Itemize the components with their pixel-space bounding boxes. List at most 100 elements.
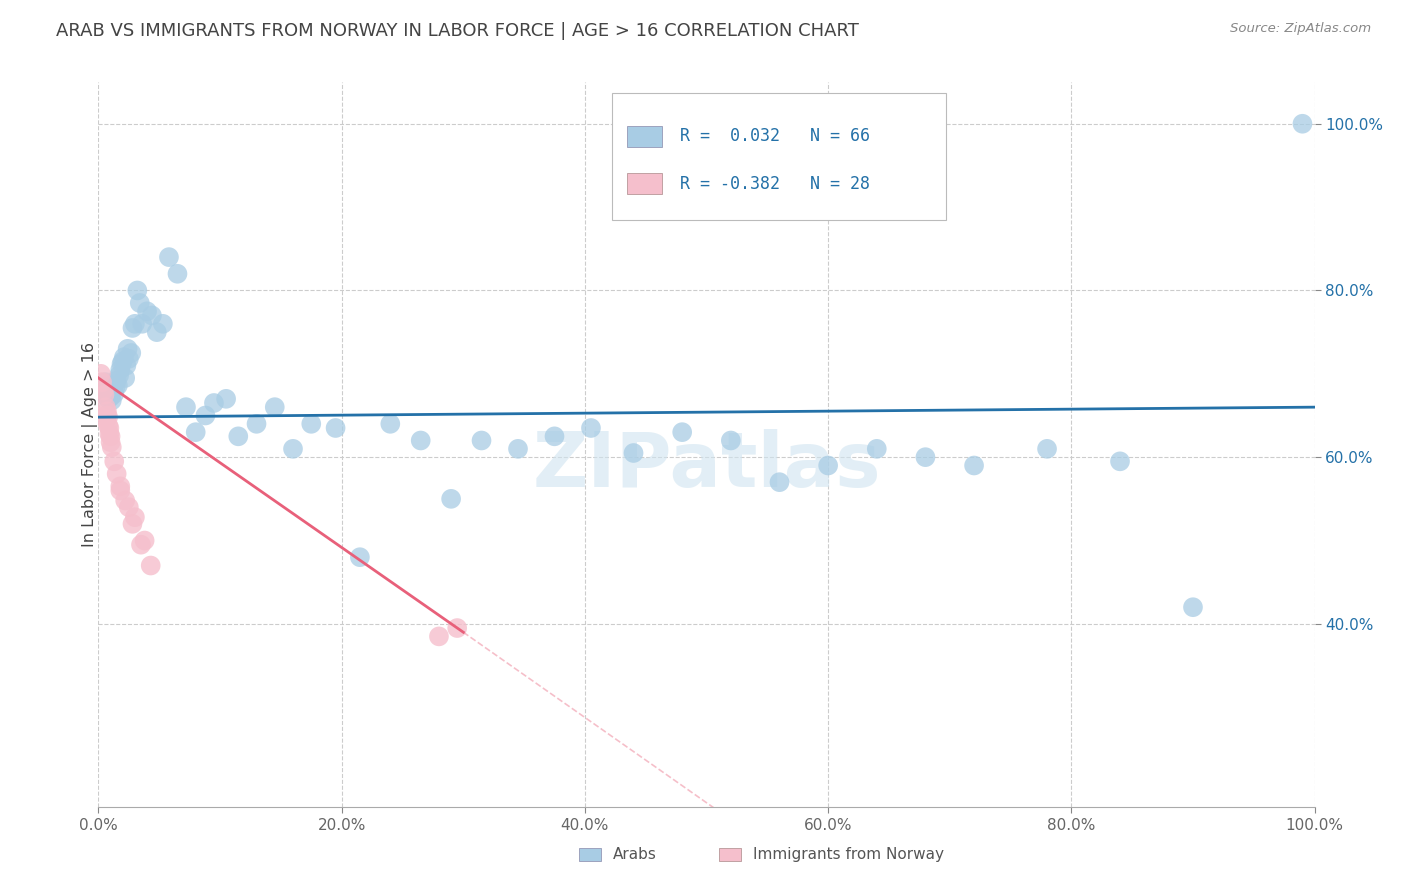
Point bbox=[157, 250, 180, 264]
FancyBboxPatch shape bbox=[627, 127, 661, 146]
Point bbox=[152, 317, 174, 331]
Point bbox=[245, 417, 267, 431]
Point bbox=[325, 421, 347, 435]
Point bbox=[98, 385, 121, 400]
Point bbox=[446, 621, 468, 635]
Point bbox=[963, 458, 986, 473]
Point bbox=[470, 434, 492, 448]
Point bbox=[671, 425, 693, 439]
Point bbox=[121, 516, 143, 531]
Point bbox=[184, 425, 207, 439]
Point bbox=[263, 400, 285, 414]
Point bbox=[131, 317, 153, 331]
Point bbox=[96, 404, 118, 418]
Point bbox=[96, 384, 118, 398]
Text: ARAB VS IMMIGRANTS FROM NORWAY IN LABOR FORCE | AGE > 16 CORRELATION CHART: ARAB VS IMMIGRANTS FROM NORWAY IN LABOR … bbox=[56, 22, 859, 40]
Point bbox=[118, 500, 141, 515]
Point bbox=[108, 368, 131, 383]
Point bbox=[91, 379, 114, 393]
Point bbox=[101, 440, 124, 454]
Point bbox=[623, 446, 645, 460]
Point bbox=[101, 393, 124, 408]
Point bbox=[100, 429, 122, 443]
Point bbox=[104, 380, 127, 394]
Point bbox=[129, 538, 152, 552]
Point bbox=[96, 409, 118, 423]
Point bbox=[1182, 600, 1205, 615]
Point bbox=[139, 558, 162, 573]
Point bbox=[91, 384, 114, 398]
Point bbox=[146, 325, 169, 339]
Point bbox=[914, 450, 936, 465]
Text: R =  0.032   N = 66: R = 0.032 N = 66 bbox=[679, 128, 870, 145]
Point bbox=[299, 417, 322, 431]
Point bbox=[226, 429, 249, 443]
FancyBboxPatch shape bbox=[579, 848, 600, 861]
Point bbox=[380, 417, 402, 431]
Point bbox=[127, 284, 149, 298]
Point bbox=[107, 378, 129, 392]
Point bbox=[105, 467, 128, 481]
Point bbox=[506, 442, 529, 456]
Point bbox=[91, 384, 114, 398]
FancyBboxPatch shape bbox=[612, 93, 946, 219]
Point bbox=[110, 357, 132, 371]
Point bbox=[720, 434, 742, 448]
Point bbox=[1036, 442, 1059, 456]
Point bbox=[112, 350, 135, 364]
Point bbox=[768, 475, 790, 490]
Point bbox=[94, 375, 117, 389]
Point bbox=[101, 382, 124, 396]
Y-axis label: In Labor Force | Age > 16: In Labor Force | Age > 16 bbox=[82, 343, 98, 547]
Point bbox=[91, 375, 114, 389]
Point bbox=[90, 367, 112, 381]
Point bbox=[128, 296, 150, 310]
Text: Immigrants from Norway: Immigrants from Norway bbox=[752, 847, 943, 862]
Point bbox=[114, 493, 136, 508]
Text: Source: ZipAtlas.com: Source: ZipAtlas.com bbox=[1230, 22, 1371, 36]
Point bbox=[1109, 454, 1132, 468]
Text: R = -0.382   N = 28: R = -0.382 N = 28 bbox=[679, 175, 870, 193]
Point bbox=[94, 412, 117, 426]
Point bbox=[215, 392, 238, 406]
Point bbox=[111, 354, 134, 368]
FancyBboxPatch shape bbox=[718, 848, 741, 861]
Point bbox=[124, 510, 146, 524]
Text: Arabs: Arabs bbox=[613, 847, 657, 862]
Point bbox=[427, 629, 450, 643]
Point bbox=[110, 362, 132, 376]
Point bbox=[166, 267, 188, 281]
Point bbox=[118, 351, 141, 366]
Point bbox=[98, 426, 121, 441]
Point bbox=[120, 346, 142, 360]
Point bbox=[97, 410, 120, 425]
Point bbox=[105, 374, 128, 388]
Point bbox=[97, 392, 120, 406]
Point bbox=[202, 396, 225, 410]
Point bbox=[134, 533, 156, 548]
Text: ZIPatlas: ZIPatlas bbox=[533, 429, 880, 503]
Point bbox=[115, 359, 138, 373]
Point bbox=[114, 371, 136, 385]
Point bbox=[349, 550, 371, 565]
Point bbox=[174, 400, 197, 414]
Point bbox=[103, 386, 125, 401]
Point bbox=[94, 400, 117, 414]
Point bbox=[817, 458, 839, 473]
Point bbox=[281, 442, 304, 456]
Point bbox=[93, 387, 115, 401]
Point bbox=[124, 317, 146, 331]
Point bbox=[136, 304, 159, 318]
Point bbox=[1291, 117, 1313, 131]
Point bbox=[100, 435, 122, 450]
Point bbox=[110, 479, 132, 493]
Point bbox=[121, 321, 143, 335]
Point bbox=[579, 421, 602, 435]
Point bbox=[409, 434, 432, 448]
Point bbox=[110, 483, 132, 498]
Point bbox=[93, 387, 115, 401]
Point bbox=[543, 429, 565, 443]
Point bbox=[141, 309, 163, 323]
Point bbox=[117, 342, 139, 356]
Point bbox=[866, 442, 889, 456]
